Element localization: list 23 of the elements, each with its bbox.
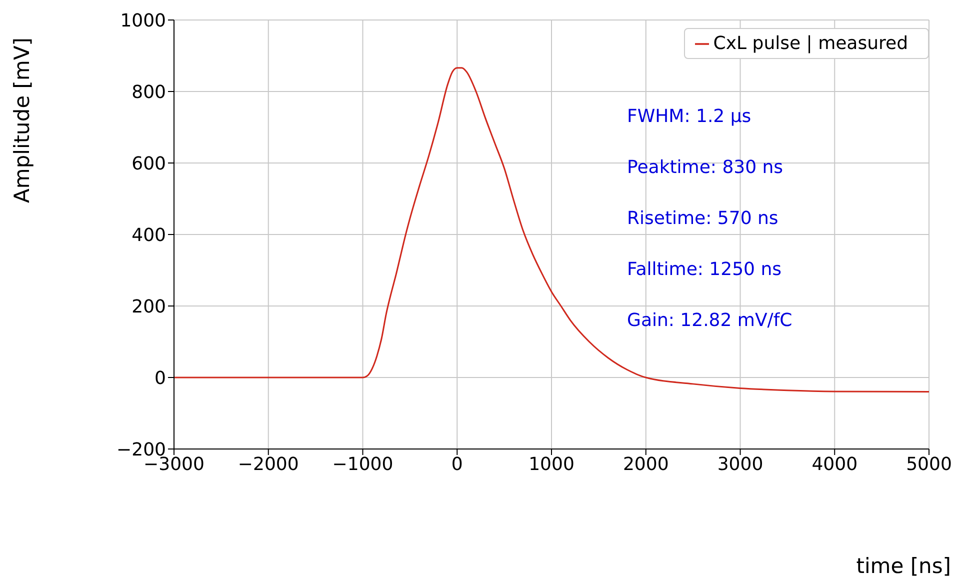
y-tick-label: 800 (132, 82, 166, 103)
x-tick-label: −1000 (332, 454, 394, 475)
x-tick-label: 2000 (622, 454, 669, 475)
annotation: FWHM: 1.2 μs (627, 106, 752, 127)
y-tick-label: 1000 (120, 10, 166, 32)
annotation: Peaktime: 830 ns (627, 157, 784, 178)
x-tick-label: 5000 (906, 454, 952, 475)
x-tick-label: 3000 (717, 454, 764, 475)
legend-label: CxL pulse | measured (713, 33, 908, 54)
y-tick-label: 0 (154, 368, 166, 389)
line-series (174, 67, 929, 393)
x-axis-title: time [ns] (856, 554, 951, 578)
x-tick-label: 1000 (528, 454, 574, 475)
annotation: Risetime: 570 ns (627, 208, 778, 229)
y-tick-label: 400 (132, 224, 166, 246)
x-tick-label: 0 (451, 454, 463, 475)
x-tick-label: 4000 (812, 454, 858, 475)
y-tick-label: 200 (132, 296, 166, 318)
annotation: Falltime: 1250 ns (627, 259, 782, 280)
y-tick-label: 600 (132, 153, 166, 174)
x-tick-label: −2000 (238, 454, 299, 475)
y-axis-title: Amplitude [mV] (10, 38, 34, 203)
annotation: Gain: 12.82 mV/fC (627, 310, 792, 331)
